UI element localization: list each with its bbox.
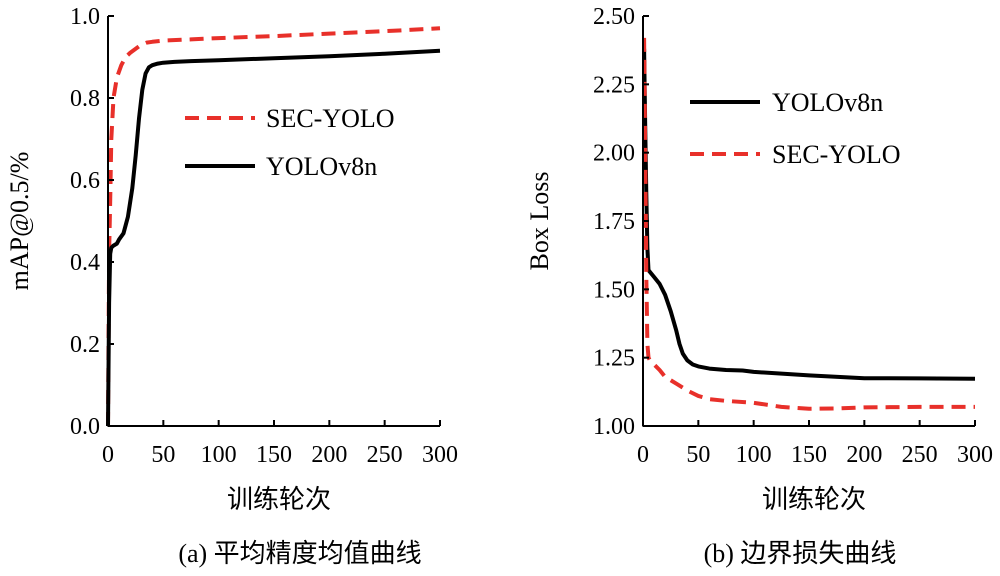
y-tick-label: 1.50 [593,277,635,303]
x-tick-label: 150 [791,442,827,468]
panel-a-map-curve: 0.0 0.2 0.4 0.6 0.8 1.0 0 50 100 150 200 250 300 训练轮次… [5,4,458,568]
legend: YOLOv8n SEC-YOLO [690,88,901,169]
y-tick-label: 2.25 [593,72,635,98]
x-tick-label: 300 [422,442,458,468]
y-tick-label: 1.00 [593,414,635,440]
legend-label: SEC-YOLO [266,104,395,133]
x-tick-label: 250 [367,442,403,468]
x-tick-label: 200 [846,442,882,468]
y-tick-label: 0.6 [70,168,100,194]
x-tick-label: 250 [902,442,938,468]
panel-caption: (b) 边界损失曲线 [704,539,897,568]
x-axis-title: 训练轮次 [227,485,331,514]
y-tick-label: 0.8 [70,86,100,112]
legend-label: YOLOv8n [772,88,883,117]
panel-b-box-loss-curve: 1.00 1.25 1.50 1.75 2.00 2.25 2.50 0 50 100 150 200… [525,4,993,568]
x-axis-title: 训练轮次 [762,485,866,514]
x-tick-label: 50 [151,442,175,468]
y-axis-title: mAP@0.5/% [5,152,34,291]
series-line-yolov8n [642,48,976,381]
legend: SEC-YOLO YOLOv8n [185,104,395,181]
x-tick-label: 0 [637,442,649,468]
x-tick-label: 0 [102,442,114,468]
y-tick-label: 1.0 [70,4,100,30]
x-tick-label: 150 [256,442,292,468]
series-line-sec-yolo [106,26,441,427]
x-tick-label: 100 [736,442,772,468]
x-tick-label: 50 [686,442,710,468]
y-axis-title: Box Loss [525,172,554,271]
y-tick-label: 0.0 [70,414,100,440]
panel-caption: (a) 平均精度均值曲线 [178,539,421,568]
y-tick-label: 1.25 [593,346,635,372]
series-line-yolov8n [106,48,441,427]
series-line-sec-yolo [642,37,975,411]
y-tick-label: 1.75 [593,209,635,235]
legend-label: SEC-YOLO [772,140,901,169]
y-tick-label: 2.50 [593,4,635,30]
y-tick-label: 0.2 [70,332,100,358]
x-tick-label: 300 [957,442,993,468]
x-tick-label: 100 [201,442,237,468]
y-tick-label: 2.00 [593,141,635,167]
x-tick-label: 200 [311,442,347,468]
legend-label: YOLOv8n [266,152,377,181]
y-tick-label: 0.4 [70,250,100,276]
